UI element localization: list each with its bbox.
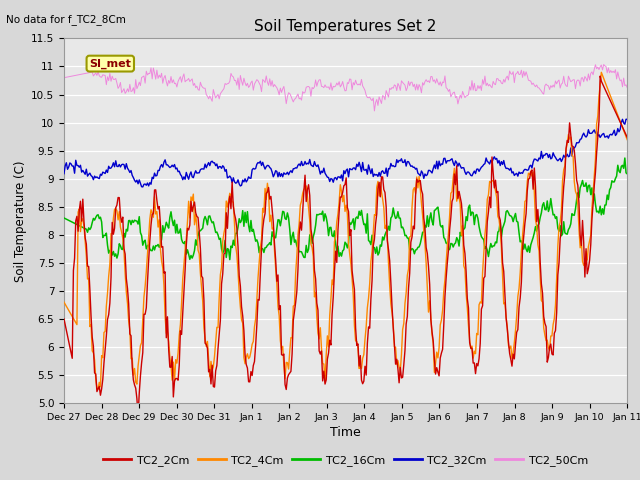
Y-axis label: Soil Temperature (C): Soil Temperature (C) <box>14 160 27 282</box>
Title: Soil Temperatures Set 2: Soil Temperatures Set 2 <box>255 20 436 35</box>
Text: SI_met: SI_met <box>90 59 131 69</box>
X-axis label: Time: Time <box>330 426 361 439</box>
Text: No data for f_TC2_8Cm: No data for f_TC2_8Cm <box>6 14 126 25</box>
Legend: TC2_2Cm, TC2_4Cm, TC2_16Cm, TC2_32Cm, TC2_50Cm: TC2_2Cm, TC2_4Cm, TC2_16Cm, TC2_32Cm, TC… <box>99 451 593 470</box>
